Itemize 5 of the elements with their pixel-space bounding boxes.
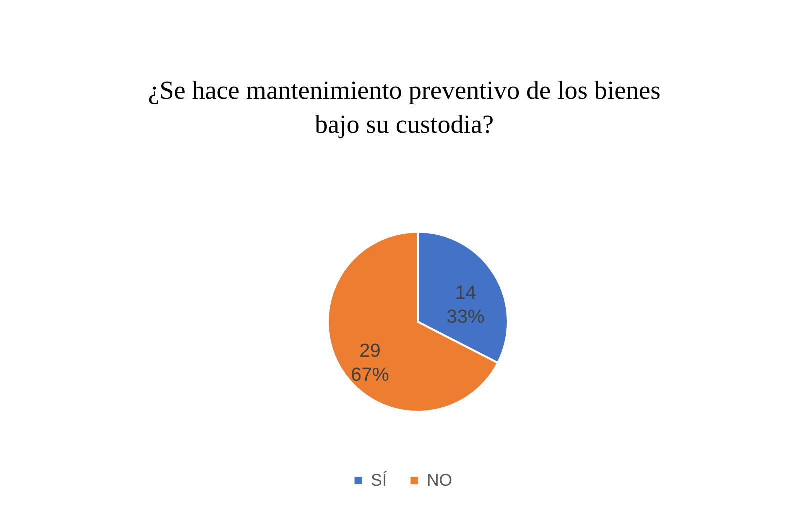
legend-label: NO <box>427 470 452 490</box>
legend-label: SÍ <box>371 470 388 490</box>
data-label: 14 33% <box>446 282 485 328</box>
data-label: 29 67% <box>351 341 390 386</box>
chart-title: ¿Se hace mantenimiento preventivo de los bienes bajo su custodia? <box>148 76 661 139</box>
